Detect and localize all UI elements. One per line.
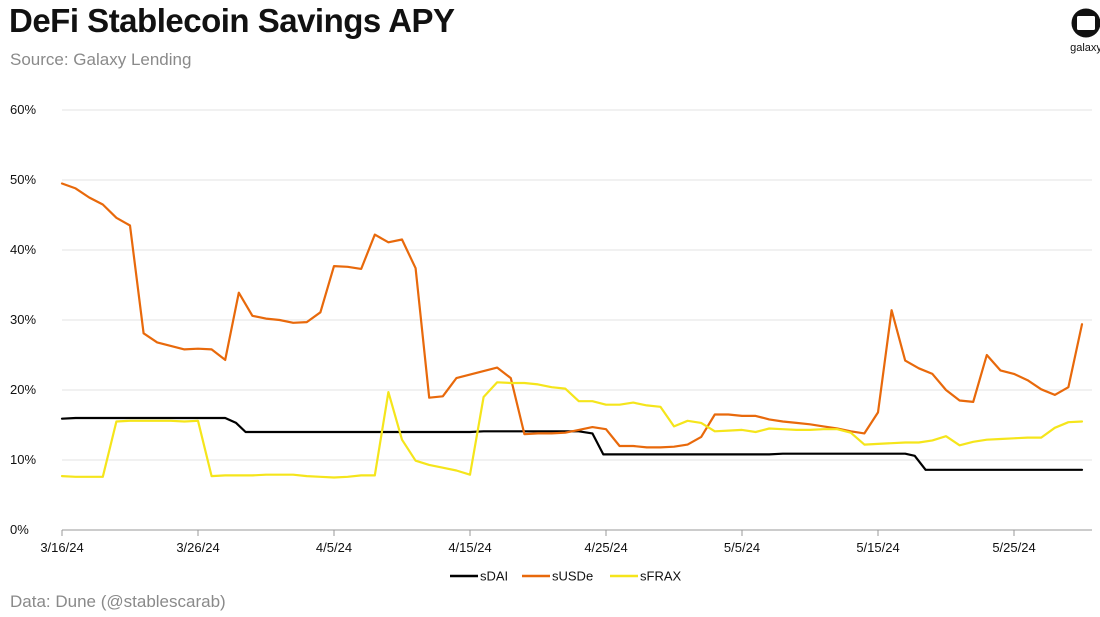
chart-title: DeFi Stablecoin Savings APY: [9, 2, 455, 39]
x-tick-label: 5/5/24: [724, 540, 760, 555]
y-tick-label: 30%: [10, 312, 36, 327]
x-tick-label: 4/15/24: [448, 540, 491, 555]
series-line-susde: [60, 182, 1084, 449]
x-tick-label: 3/16/24: [40, 540, 83, 555]
galaxy-logo-icon: [1071, 8, 1100, 38]
axes: 0% 10% 20% 30% 40% 50% 60% 3/16/24 3/26/24 4/5/24…: [10, 102, 1092, 555]
series-lines: [60, 182, 1084, 479]
y-tick-label: 60%: [10, 102, 36, 117]
chart-subtitle: Source: Galaxy Lending: [10, 50, 192, 69]
legend: sDAI sUSDe sFRAX: [450, 569, 682, 584]
y-tick-label: 20%: [10, 382, 36, 397]
x-tick-label: 4/25/24: [584, 540, 627, 555]
legend-label-sdai: sDAI: [480, 569, 508, 584]
galaxy-logo: galaxy: [1064, 5, 1100, 57]
legend-label-sfrax: sFRAX: [640, 569, 682, 584]
legend-label-susde: sUSDe: [552, 569, 593, 584]
y-tick-label: 40%: [10, 242, 36, 257]
x-tick-label: 3/26/24: [176, 540, 219, 555]
y-tick-label: 50%: [10, 172, 36, 187]
y-tick-label: 10%: [10, 452, 36, 467]
series-line-sfrax: [60, 381, 1084, 479]
data-source-note: Data: Dune (@stablescarab): [10, 592, 226, 611]
x-tick-label: 5/25/24: [992, 540, 1035, 555]
y-tick-label: 0%: [10, 522, 29, 537]
x-tick-label: 5/15/24: [856, 540, 899, 555]
series-line-sdai: [60, 416, 1084, 471]
galaxy-logo-text: galaxy: [1070, 42, 1100, 54]
x-tick-label: 4/5/24: [316, 540, 352, 555]
grid-lines: [62, 109, 1092, 461]
